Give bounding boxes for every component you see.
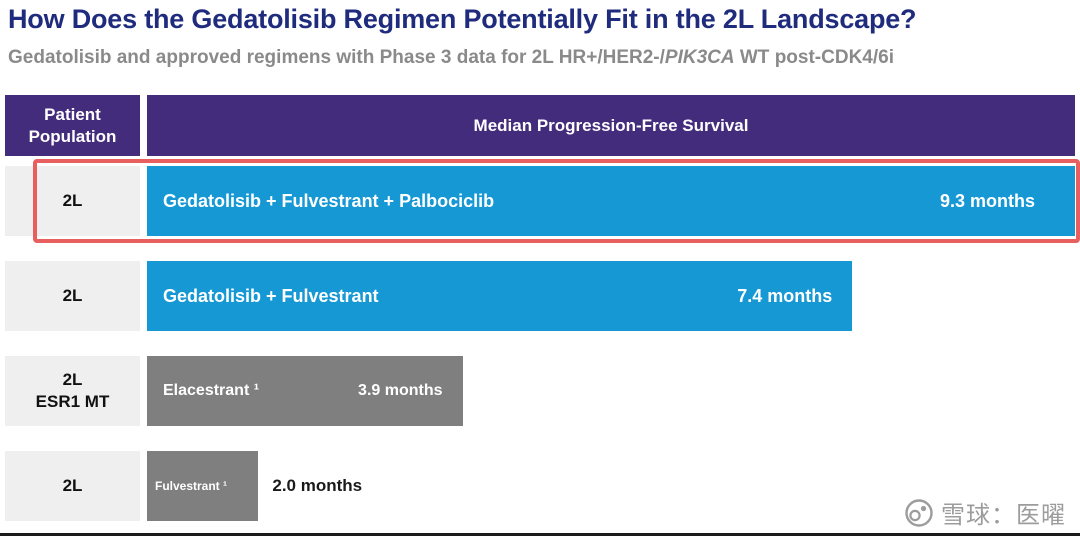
bar-area: Fulvestrant ¹ 2.0 months — [147, 451, 1075, 521]
months-value: 7.4 months — [737, 285, 833, 306]
bar-area: Gedatolisib + Fulvestrant 7.4 months — [147, 261, 1075, 331]
pfs-bar: Gedatolisib + Fulvestrant 7.4 months — [147, 261, 853, 331]
watermark-text: 雪球：医曜 — [941, 502, 1066, 529]
slide-subtitle: Gedatolisib and approved regimens with P… — [8, 47, 1075, 69]
xueqiu-logo-icon — [905, 498, 933, 527]
table-row: 2L Gedatolisib + Fulvestrant + Palbocicl… — [5, 159, 1080, 243]
regimen-label: Elacestrant ¹ — [163, 382, 260, 399]
table-row: 2L ESR1 MT Elacestrant ¹ 3.9 months — [5, 356, 1075, 426]
pfs-bar: Fulvestrant ¹ — [147, 451, 259, 521]
population-cell: 2L — [5, 261, 140, 331]
bottom-border-line — [0, 533, 1080, 536]
table-row: 2L Fulvestrant ¹ 2.0 months — [5, 451, 1075, 521]
header-median-pfs: Median Progression-Free Survival — [147, 95, 1075, 156]
regimen-label: Gedatolisib + Fulvestrant + Palbociclib — [163, 190, 495, 211]
regimen-label: Fulvestrant ¹ — [155, 479, 228, 493]
population-cell: 2L — [5, 451, 140, 521]
page-title: How Does the Gedatolisib Regimen Potenti… — [8, 4, 917, 34]
table-rows: 2L Gedatolisib + Fulvestrant + Palbocicl… — [5, 159, 1080, 521]
pfs-bar: Elacestrant ¹ 3.9 months — [147, 356, 463, 426]
watermark: 雪球：医曜 — [904, 495, 1066, 530]
months-value-outside: 2.0 months — [272, 476, 363, 495]
population-cell: 2L ESR1 MT — [5, 356, 140, 426]
population-cell: 2L — [5, 166, 140, 236]
pfs-comparison-chart: Patient Population Median Progression-Fr… — [5, 95, 1080, 521]
chart-header-row: Patient Population Median Progression-Fr… — [5, 95, 1075, 156]
months-value: 9.3 months — [939, 190, 1035, 211]
subtitle-gene-name: PIK3CA — [664, 47, 735, 68]
header-patient-population: Patient Population — [5, 95, 140, 156]
bar-area: Gedatolisib + Fulvestrant + Palbociclib … — [147, 166, 1075, 236]
subtitle-suffix: WT post-CDK4/6i — [734, 47, 894, 68]
regimen-label: Gedatolisib + Fulvestrant — [163, 285, 379, 306]
months-value: 3.9 months — [358, 382, 443, 399]
subtitle-prefix: Gedatolisib and approved regimens with P… — [8, 47, 665, 68]
table-row: 2L Gedatolisib + Fulvestrant 7.4 months — [5, 261, 1075, 331]
pfs-bar: Gedatolisib + Fulvestrant + Palbociclib … — [147, 166, 1075, 236]
bar-area: Elacestrant ¹ 3.9 months — [147, 356, 1075, 426]
